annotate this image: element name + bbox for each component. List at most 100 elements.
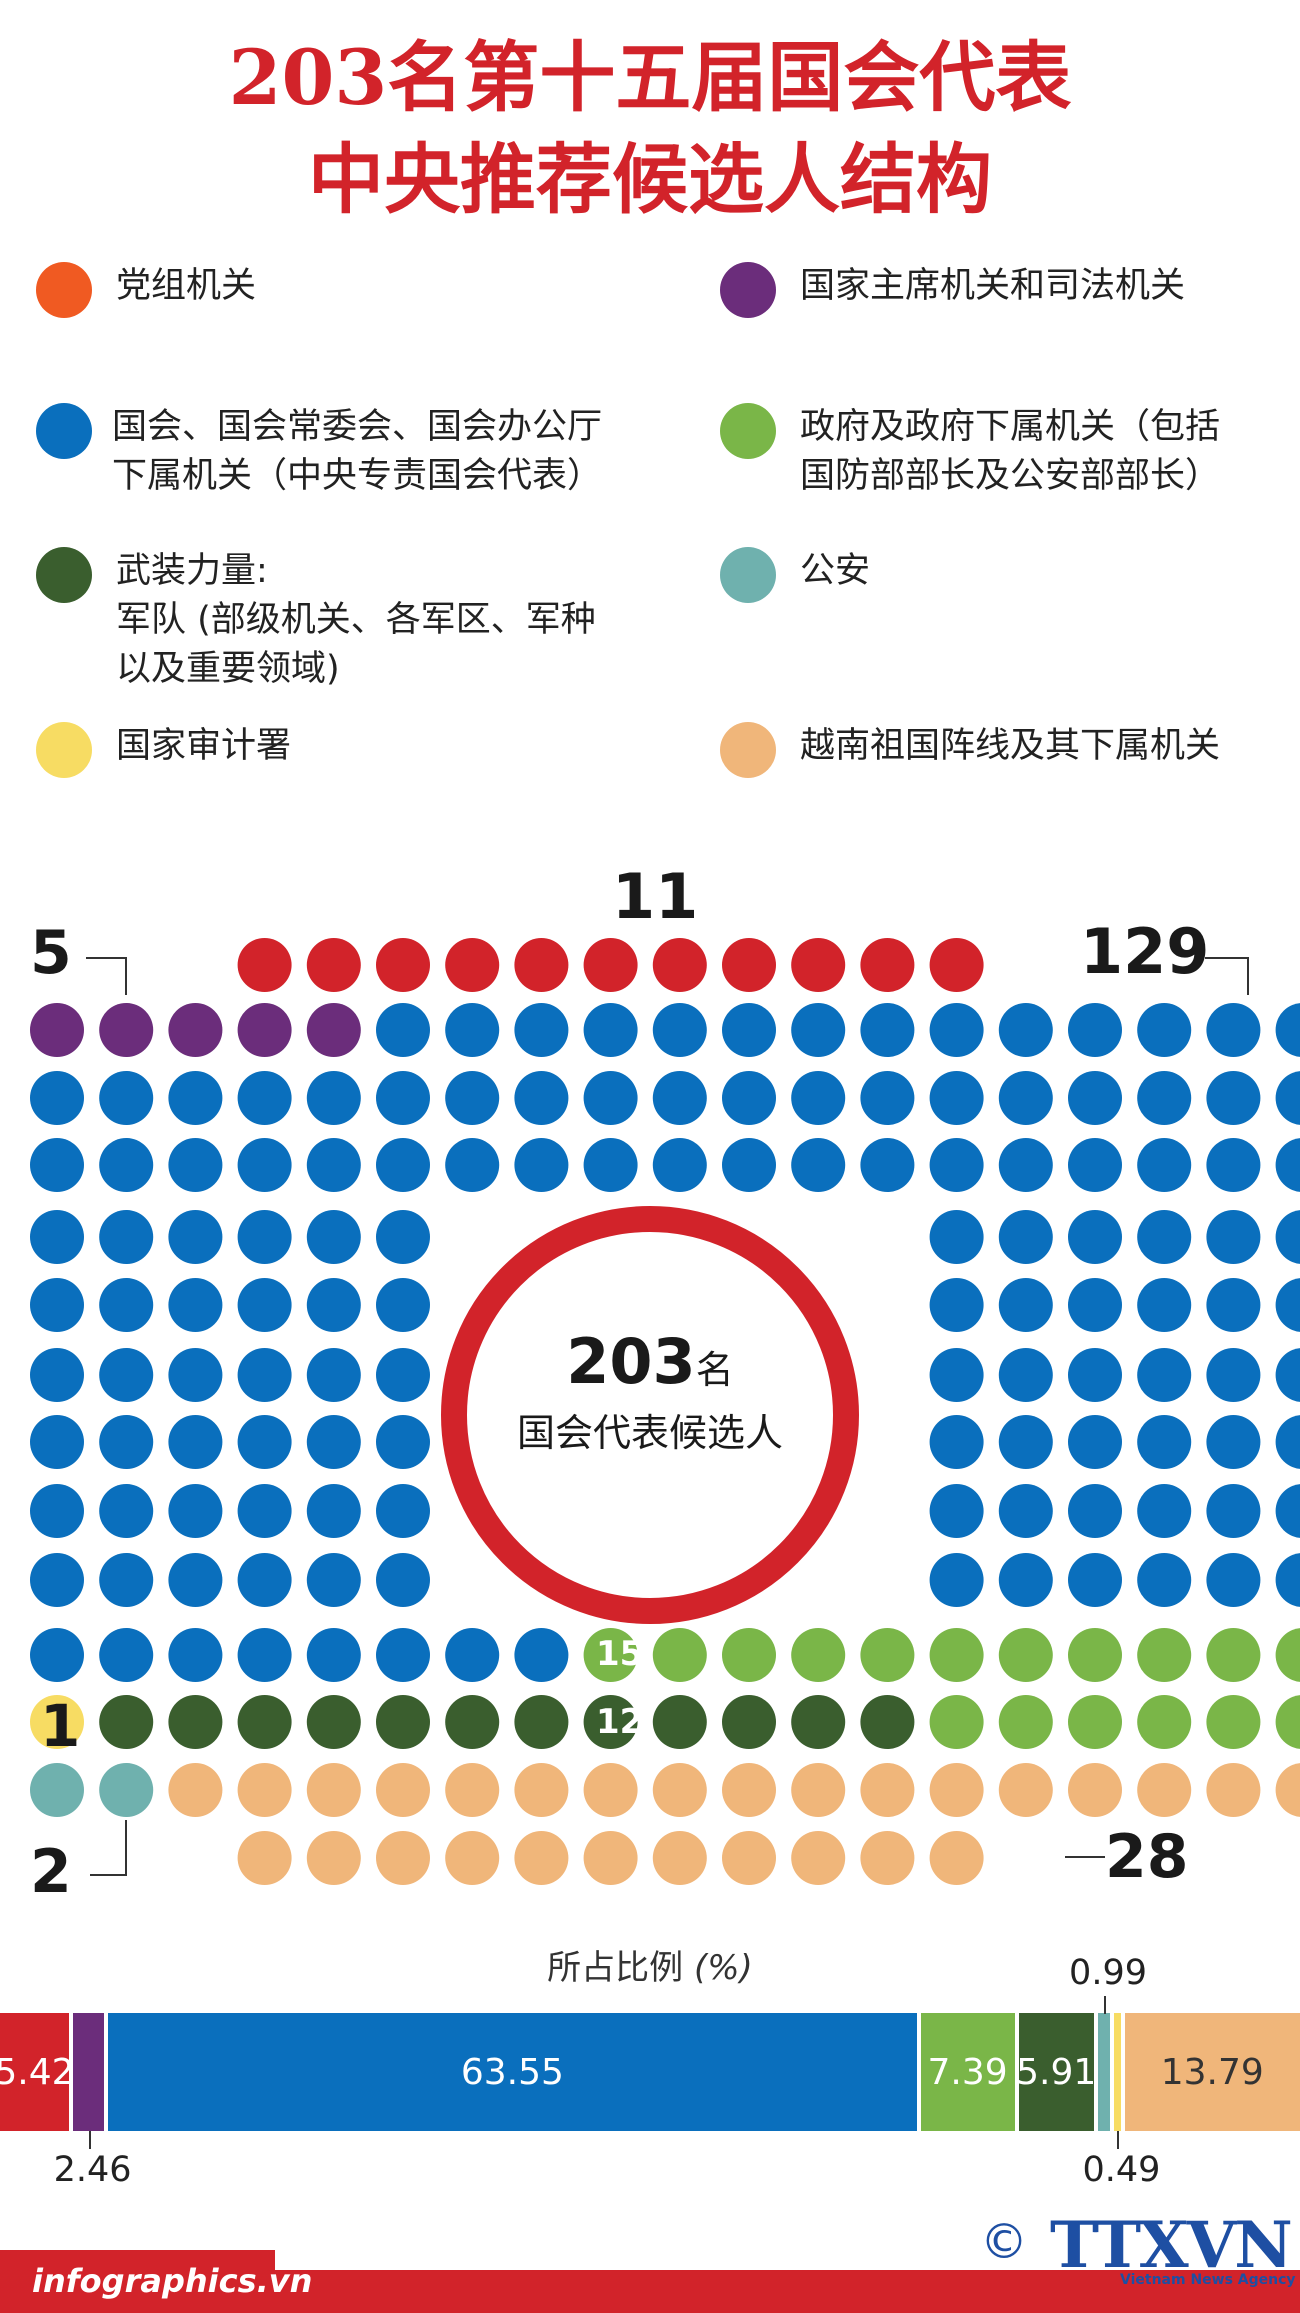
dot-national-assembly-29 <box>1068 1071 1122 1125</box>
dot-national-assembly-23 <box>652 1071 707 1125</box>
dot-president-judicial-2 <box>168 1003 223 1057</box>
callout-11: 11 <box>612 860 699 933</box>
dot-national-assembly-54 <box>168 1210 223 1264</box>
dot-national-assembly-130 <box>445 1628 500 1682</box>
dot-fatherland-front-17 <box>237 1831 292 1885</box>
legend-dot-party <box>36 262 92 318</box>
dot-national-assembly-50 <box>1206 1138 1261 1192</box>
title-line-2: 中央推荐候选人结构 <box>308 135 992 224</box>
dot-national-assembly-129 <box>376 1628 430 1682</box>
legend-label-audit: 国家审计署 <box>116 726 292 766</box>
dot-national-assembly-87 <box>1275 1348 1300 1402</box>
dot-national-assembly-31 <box>1206 1071 1261 1125</box>
legend-dot-fatherland-front <box>720 722 776 778</box>
dot-national-assembly-21 <box>514 1071 569 1125</box>
dot-national-assembly-117 <box>376 1553 430 1607</box>
dot-national-assembly-14 <box>30 1071 84 1125</box>
center-number: 203 <box>566 1325 696 1398</box>
dot-national-assembly-46 <box>929 1138 984 1192</box>
dot-fatherland-front-11 <box>929 1763 984 1817</box>
dot-national-assembly-61 <box>1137 1210 1192 1264</box>
dot-fatherland-front-10 <box>860 1763 915 1817</box>
dot-party-8 <box>791 938 846 992</box>
dot-national-assembly-96 <box>1068 1415 1122 1469</box>
dot-armed-forces-6 <box>514 1695 569 1749</box>
dot-national-assembly-63 <box>1275 1210 1300 1264</box>
dot-armed-forces-4 <box>376 1695 430 1749</box>
dot-national-assembly-70 <box>929 1278 984 1332</box>
dot-government-9 <box>1206 1628 1261 1682</box>
dot-armed-forces-1 <box>168 1695 223 1749</box>
bar-segment-national-assembly: 63.55 <box>108 2013 917 2131</box>
dot-fatherland-front-26 <box>860 1831 915 1885</box>
bar-segment-armed-forces: 5.91 <box>1018 2013 1094 2131</box>
dot-national-assembly-41 <box>583 1138 638 1192</box>
dot-national-assembly-34 <box>99 1138 154 1192</box>
footer-site[interactable]: infographics.vn <box>32 2262 313 2300</box>
dot-fatherland-front-25 <box>791 1831 846 1885</box>
dot-president-judicial-4 <box>306 1003 361 1057</box>
legend-dot-national-assembly <box>36 403 92 459</box>
dot-national-assembly-13 <box>1275 1003 1300 1057</box>
dot-national-assembly-83 <box>998 1348 1053 1402</box>
dot-national-assembly-73 <box>1137 1278 1192 1332</box>
dot-fatherland-front-6 <box>583 1763 638 1817</box>
dot-national-assembly-56 <box>306 1210 361 1264</box>
dot-national-assembly-69 <box>376 1278 430 1332</box>
dot-national-assembly-39 <box>445 1138 500 1192</box>
legend-dot-police <box>720 547 776 603</box>
legend-label-party: 党组机关 <box>116 266 257 306</box>
dot-national-assembly-18 <box>306 1071 361 1125</box>
dot-national-assembly-55 <box>237 1210 292 1264</box>
dot-national-assembly-9 <box>998 1003 1053 1057</box>
dot-national-assembly-112 <box>30 1553 84 1607</box>
bar-segment-president-judicial <box>72 2013 105 2131</box>
dot-national-assembly-84 <box>1068 1348 1122 1402</box>
bar-segment-fatherland-front: 13.79 <box>1124 2013 1300 2131</box>
dot-national-assembly-17 <box>237 1071 292 1125</box>
agency-logo: TTXVN <box>1050 2208 1293 2283</box>
dot-national-assembly-48 <box>1068 1138 1122 1192</box>
dot-national-assembly-36 <box>237 1138 292 1192</box>
dot-national-assembly-7 <box>860 1003 915 1057</box>
legend-dot-government <box>720 403 776 459</box>
dot-national-assembly-92 <box>306 1415 361 1469</box>
dot-national-assembly-85 <box>1137 1348 1192 1402</box>
bar-segment-government: 7.39 <box>920 2013 1015 2131</box>
callout-line-5 <box>86 957 127 995</box>
dot-government-15 <box>1206 1695 1261 1749</box>
dot-national-assembly-89 <box>99 1415 154 1469</box>
dot-national-assembly-94 <box>929 1415 984 1469</box>
dot-national-assembly-81 <box>376 1348 430 1402</box>
legend-label-president-judicial: 国家主席机关和司法机关 <box>800 266 1186 306</box>
bar-value-government: 7.39 <box>927 2051 1008 2093</box>
dot-national-assembly-114 <box>168 1553 223 1607</box>
dot-police-0 <box>30 1763 84 1817</box>
dot-national-assembly-43 <box>722 1138 776 1192</box>
dot-national-assembly-6 <box>791 1003 846 1057</box>
dot-national-assembly-76 <box>30 1348 84 1402</box>
dot-police-1 <box>99 1763 154 1817</box>
dot-armed-forces-0 <box>99 1695 154 1749</box>
dot-national-assembly-8 <box>929 1003 984 1057</box>
dot-armed-forces-11 <box>860 1695 915 1749</box>
dot-president-judicial-0 <box>30 1003 84 1057</box>
dot-national-assembly-131 <box>514 1628 569 1682</box>
dot-national-assembly-28 <box>998 1071 1053 1125</box>
dot-national-assembly-123 <box>1275 1553 1300 1607</box>
callout-15: 15 <box>596 1634 644 1674</box>
dot-fatherland-front-4 <box>445 1763 500 1817</box>
dot-fatherland-front-20 <box>445 1831 500 1885</box>
bar-value-audit: 0.49 <box>1082 2150 1161 2190</box>
dot-national-assembly-105 <box>376 1484 430 1538</box>
dot-national-assembly-99 <box>1275 1415 1300 1469</box>
dot-fatherland-front-7 <box>652 1763 707 1817</box>
dot-government-11 <box>929 1695 984 1749</box>
dot-armed-forces-8 <box>652 1695 707 1749</box>
legend-label-national-assembly: 国会、国会常委会、国会办公厅 下属机关（中央专责国会代表） <box>112 407 603 496</box>
dot-fatherland-front-27 <box>929 1831 984 1885</box>
ratio-title-unit: (%) <box>693 1948 753 1988</box>
dot-national-assembly-122 <box>1206 1553 1261 1607</box>
dot-government-12 <box>998 1695 1053 1749</box>
dot-national-assembly-1 <box>445 1003 500 1057</box>
